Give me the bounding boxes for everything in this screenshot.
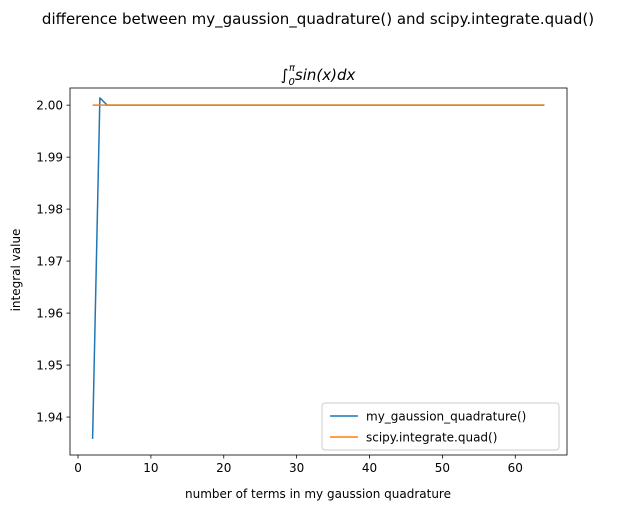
title-lower-limit: 0 xyxy=(288,77,294,88)
x-tick-label: 20 xyxy=(216,461,231,475)
legend-label-0: my_gaussion_quadrature() xyxy=(366,410,526,424)
x-tick-label: 0 xyxy=(74,461,82,475)
x-tick-label: 50 xyxy=(435,461,450,475)
y-tick-label: 1.98 xyxy=(36,203,63,217)
x-tick-label: 10 xyxy=(143,461,158,475)
y-tick-label: 2.00 xyxy=(36,99,63,113)
series-line-0 xyxy=(91,97,545,439)
axes-frame xyxy=(69,87,568,456)
x-tick-label: 30 xyxy=(289,461,304,475)
y-tick-label: 1.97 xyxy=(36,255,63,269)
title-upper-limit: π xyxy=(289,63,296,74)
title-integral-sign: ∫ xyxy=(281,66,289,84)
y-tick-label: 1.95 xyxy=(36,359,63,373)
chart-title: ∫0 πsin(x)dx xyxy=(281,63,356,88)
y-tick-label: 1.99 xyxy=(36,151,63,165)
y-tick-label: 1.96 xyxy=(36,307,63,321)
title-integrand: sin(x)dx xyxy=(295,66,356,84)
y-axis-label: integral value xyxy=(9,229,23,312)
x-tick-label: 60 xyxy=(508,461,523,475)
legend-label-1: scipy.integrate.quad() xyxy=(366,431,497,445)
x-tick-label: 40 xyxy=(362,461,377,475)
y-tick-label: 1.94 xyxy=(36,411,63,425)
legend-box xyxy=(321,402,560,451)
x-axis-label: number of terms in my gaussion quadratur… xyxy=(185,487,451,501)
plot-area: 0 10 20 30 40 50 60 1.94 1.95 1.96 1.97 1.98 1.99 2.0… xyxy=(36,87,568,475)
chart-suptitle: difference between my_gaussion_quadratur… xyxy=(42,10,594,29)
